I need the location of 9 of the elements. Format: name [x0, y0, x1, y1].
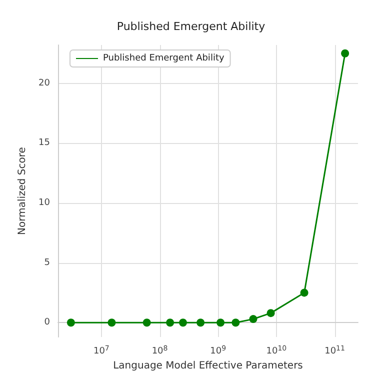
- x-axis-title: Language Model Effective Parameters: [113, 360, 303, 372]
- y-tick-label: 5: [44, 258, 50, 268]
- legend-label: Published Emergent Ability: [103, 54, 225, 64]
- y-tick-label: 0: [44, 318, 50, 328]
- y-axis-title: Normalized Score: [17, 147, 28, 235]
- y-tick-label: 15: [38, 138, 50, 148]
- y-tick-label: 20: [38, 78, 50, 88]
- chart-title: Published Emergent Ability: [116, 20, 266, 33]
- y-tick-label: 10: [38, 198, 50, 208]
